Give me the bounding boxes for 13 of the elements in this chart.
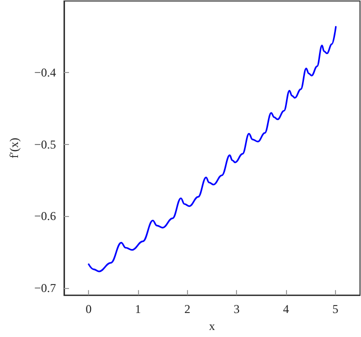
x-tick-label: 4 [283,302,289,316]
y-tick-label: −0.6 [34,209,56,224]
x-tick-label: 0 [86,302,92,316]
x-tick-label: 2 [184,302,190,316]
y-tick-label: −0.7 [34,280,56,295]
y-tick-label: −0.4 [34,66,56,80]
line-series [88,26,337,272]
x-axis-title: x [209,319,215,333]
x-tick-label: 3 [234,302,240,316]
x-tick-label: 5 [332,302,338,316]
x-tick-label: 1 [135,302,141,316]
y-axis-title: f′(x) [7,138,21,158]
y-tick-label: −0.5 [34,137,56,152]
